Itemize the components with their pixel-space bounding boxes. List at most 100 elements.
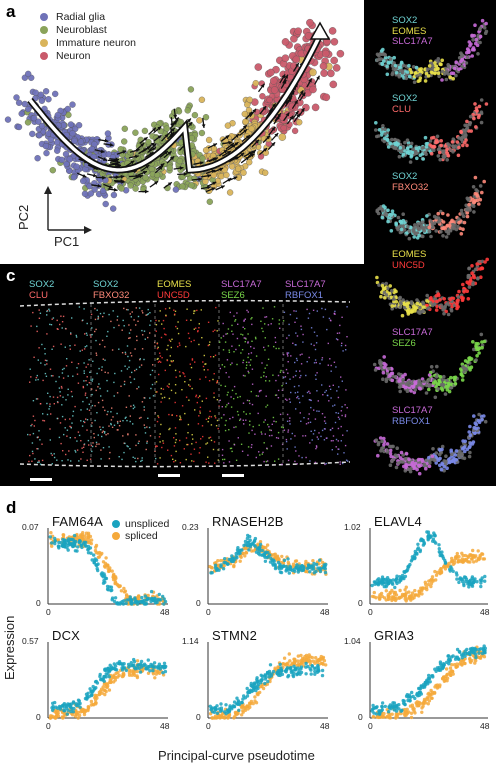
unspliced-point xyxy=(144,602,148,606)
stain-spot xyxy=(248,432,250,434)
stain-spot xyxy=(266,404,269,406)
velocity-arrowhead xyxy=(104,138,109,143)
stain-spot xyxy=(283,376,285,379)
stain-spot xyxy=(137,457,139,460)
stain-spot xyxy=(248,372,250,374)
stain-spot xyxy=(46,309,49,312)
stain-spot xyxy=(104,431,106,433)
stain-spot xyxy=(296,463,298,465)
stain-spot xyxy=(308,312,311,315)
stain-spot xyxy=(228,351,231,353)
stain-spot xyxy=(313,331,316,333)
stain-spot xyxy=(245,367,247,369)
unspliced-point xyxy=(287,571,291,575)
unspliced-point xyxy=(247,540,251,544)
stain-spot xyxy=(151,383,154,386)
stain-spot xyxy=(82,319,84,321)
marker-point xyxy=(437,378,441,383)
marker-point xyxy=(453,382,458,386)
stain-spot xyxy=(265,460,268,463)
stain-spot xyxy=(99,387,101,390)
spliced-point xyxy=(294,559,299,563)
marker-point xyxy=(476,52,480,56)
stain-spot xyxy=(60,315,62,317)
cell-point xyxy=(330,56,338,65)
marker-point xyxy=(463,140,467,145)
stain-spot xyxy=(262,307,264,309)
stain-spot xyxy=(302,341,304,343)
marker-point xyxy=(411,147,415,151)
spliced-point xyxy=(265,543,270,547)
stain-spot xyxy=(82,386,85,389)
stain-spot xyxy=(67,459,69,461)
unspliced-point xyxy=(125,598,129,602)
stain-spot xyxy=(253,347,255,349)
marker-point xyxy=(430,222,435,227)
marker-point xyxy=(410,461,415,465)
stain-gene-label: UNC5D xyxy=(157,289,190,301)
stain-spot xyxy=(29,381,31,383)
stain-spot xyxy=(32,432,35,435)
stain-spot xyxy=(85,418,87,420)
stain-spot xyxy=(330,440,333,442)
marker-point xyxy=(377,207,381,211)
marker-point xyxy=(480,266,484,270)
stain-spot xyxy=(320,435,322,438)
stain-spot xyxy=(252,425,254,428)
marker-point xyxy=(383,296,387,300)
stain-spot xyxy=(59,323,61,326)
stain-spot xyxy=(323,439,326,441)
marker-point xyxy=(388,451,393,456)
stain-spot xyxy=(165,334,167,336)
marker-point xyxy=(459,208,464,213)
stain-spot xyxy=(98,443,100,445)
stain-spot xyxy=(285,438,288,441)
stain-spot xyxy=(284,376,287,378)
stain-spot xyxy=(108,446,110,448)
stain-spot xyxy=(103,312,105,314)
stain-spot xyxy=(149,332,151,334)
marker-point xyxy=(410,150,415,155)
stain-spot xyxy=(175,325,177,328)
stain-spot xyxy=(205,397,208,400)
stain-spot xyxy=(53,456,56,459)
stain-spot xyxy=(199,412,201,414)
spliced-point xyxy=(273,552,277,556)
stain-spot xyxy=(141,348,144,350)
unspliced-point xyxy=(140,600,144,605)
velocity-arrowhead xyxy=(226,151,231,155)
stain-spot xyxy=(106,379,108,382)
stain-spot xyxy=(155,445,157,447)
marker-point xyxy=(386,219,390,224)
stain-spot xyxy=(38,309,40,311)
marker-point xyxy=(384,281,388,286)
stain-spot xyxy=(295,357,298,360)
marker-point xyxy=(383,55,388,60)
marker-point xyxy=(471,38,475,42)
marker-point xyxy=(391,71,395,75)
stain-spot xyxy=(32,452,34,455)
stain-spot xyxy=(42,379,44,382)
marker-point xyxy=(376,134,381,138)
stain-spot xyxy=(63,433,65,436)
cell-point xyxy=(332,64,341,72)
stain-spot xyxy=(69,425,71,428)
stain-spot xyxy=(246,399,249,402)
stain-spot xyxy=(135,444,137,447)
stain-spot xyxy=(64,418,66,421)
marker-point xyxy=(424,142,429,146)
stain-spot xyxy=(31,423,33,426)
stain-spot xyxy=(111,407,113,409)
stain-spot xyxy=(132,404,135,406)
stain-spot xyxy=(301,456,303,459)
stain-spot xyxy=(250,359,252,361)
stain-spot xyxy=(65,365,68,367)
cell-point xyxy=(118,185,125,192)
stain-spot xyxy=(297,395,299,398)
stain-spot xyxy=(316,390,318,392)
unspliced-point xyxy=(157,592,161,597)
stain-spot xyxy=(181,405,184,407)
stain-spot xyxy=(344,415,347,418)
stain-spot xyxy=(279,371,282,373)
stain-spot xyxy=(147,417,149,419)
